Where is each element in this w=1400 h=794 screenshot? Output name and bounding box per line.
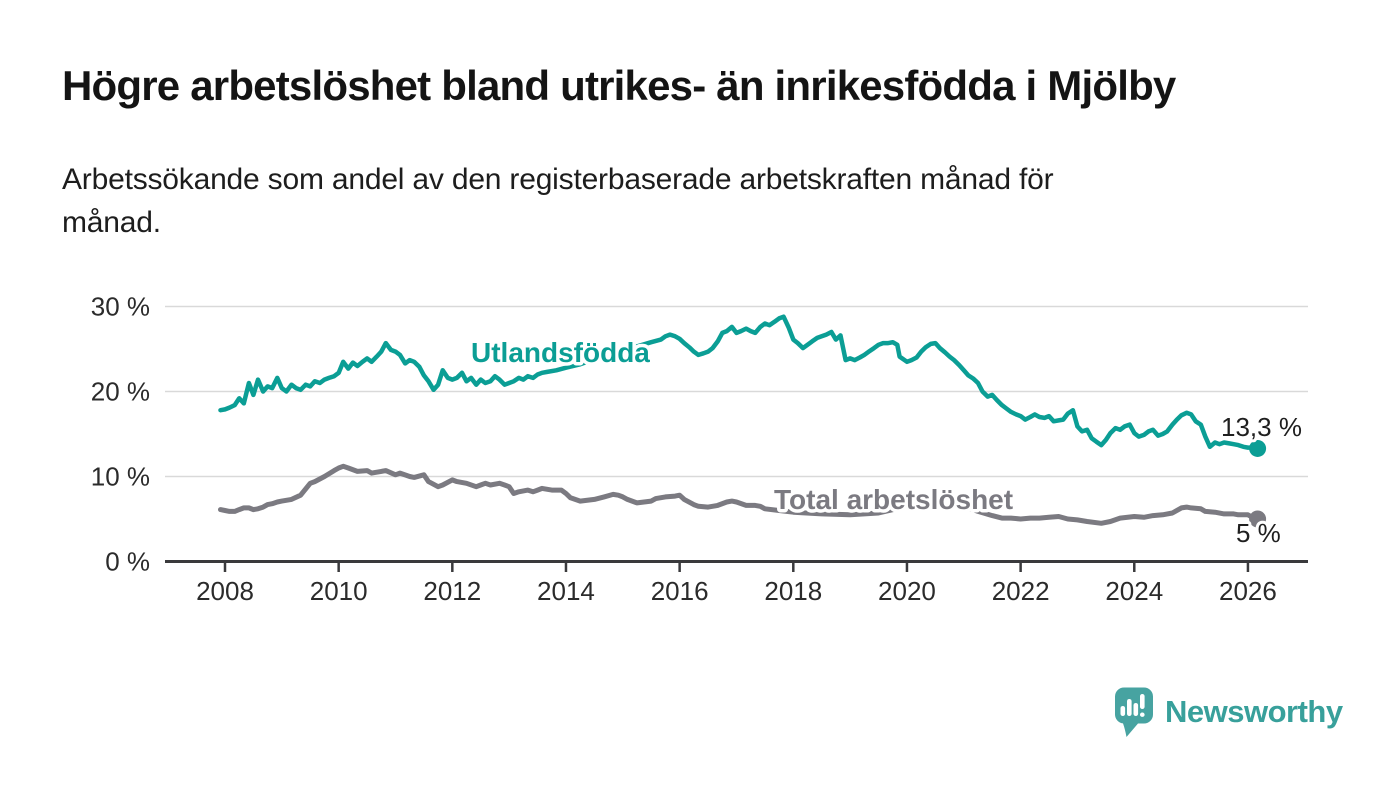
newsworthy-logo-icon [1115,687,1153,737]
series-label-utlandsfodda: Utlandsfödda [471,337,650,368]
x-tick-label-2010: 2010 [310,576,368,606]
x-tick-label-2014: 2014 [537,576,595,606]
series-end-dot-utlandsfodda [1249,439,1267,457]
x-tick-label-2026: 2026 [1219,576,1277,606]
newsworthy-logo-text: Newsworthy [1165,694,1343,729]
y-tick-label-10: 10 % [91,462,150,492]
series-label-total: Total arbetslöshet [774,484,1013,515]
end-value-label-total: 5 % [1236,518,1281,548]
x-tick-label-2020: 2020 [878,576,936,606]
bar-chart-icon [1120,693,1145,717]
y-tick-label-20: 20 % [91,377,150,407]
series-end-dot-total [1249,510,1267,528]
newsworthy-logo: Newsworthy [1114,686,1343,738]
end-value-label-utlandsfodda: 13,3 % [1221,412,1302,442]
x-tick-label-2008: 2008 [196,576,254,606]
page-title: Högre arbetslöshet bland utrikes- än inr… [62,62,1176,109]
y-tick-label-30: 30 % [91,292,150,322]
y-tick-label-0: 0 % [105,547,150,577]
chart-subtitle: Arbetssökande som andel av den registerb… [62,158,1302,244]
series-line-utlandsfodda [218,314,1260,451]
chart-subtitle-line-1: Arbetssökande som andel av den registerb… [62,163,1054,196]
x-tick-label-2018: 2018 [764,576,822,606]
x-tick-label-2022: 2022 [992,576,1050,606]
chart-subtitle-line-2: månad. [62,206,161,239]
x-tick-label-2016: 2016 [651,576,709,606]
series-line-total [218,463,1261,526]
x-tick-label-2024: 2024 [1105,576,1163,606]
x-tick-label-2012: 2012 [423,576,481,606]
